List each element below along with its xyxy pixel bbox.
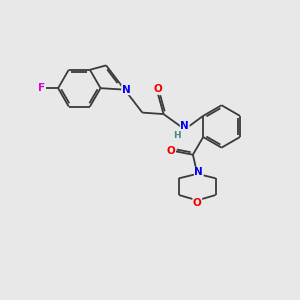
Text: O: O [193, 198, 202, 208]
Text: O: O [167, 146, 176, 156]
Text: N: N [122, 85, 130, 94]
Text: O: O [153, 84, 162, 94]
Text: N: N [194, 167, 203, 177]
Text: H: H [174, 131, 181, 140]
Text: N: N [180, 122, 189, 131]
Text: F: F [38, 83, 45, 93]
